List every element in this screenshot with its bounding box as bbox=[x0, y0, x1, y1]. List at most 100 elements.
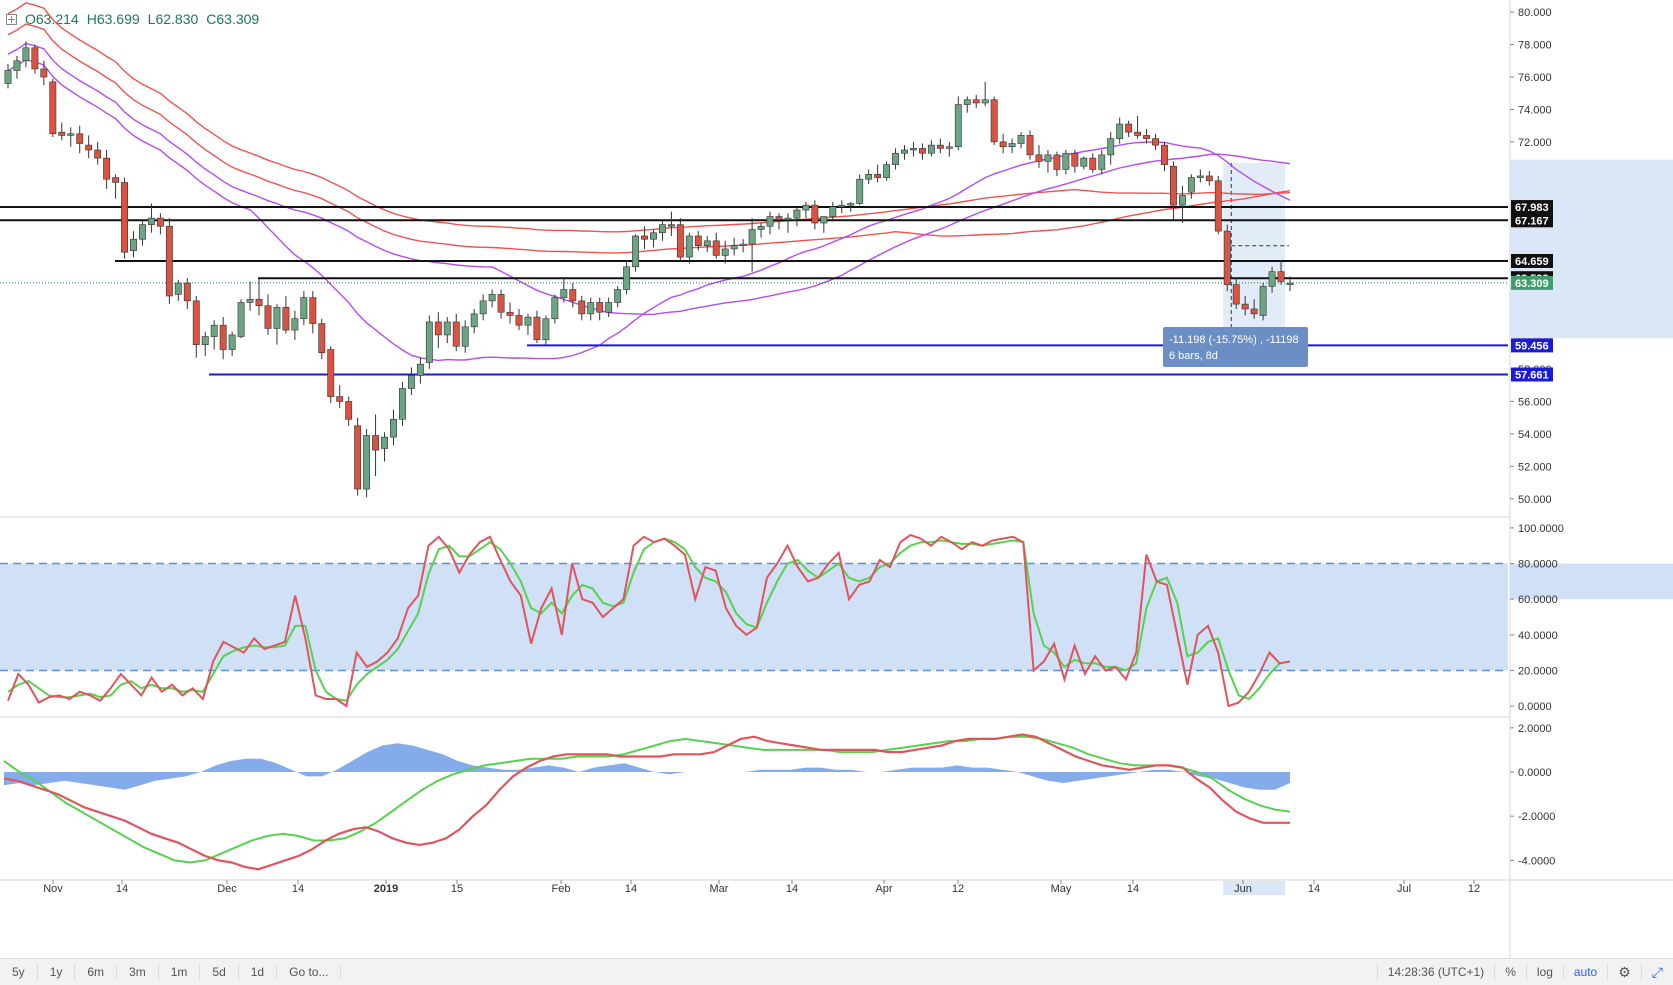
time-tick-label: 2019 bbox=[374, 883, 398, 895]
candle-body bbox=[775, 216, 783, 221]
timeframe-5d[interactable]: 5d bbox=[200, 964, 239, 980]
candle-body bbox=[569, 289, 577, 302]
candle-body bbox=[192, 300, 200, 345]
candle-body bbox=[945, 146, 953, 149]
gear-icon[interactable]: ⚙ bbox=[1607, 964, 1641, 980]
candle-body bbox=[1026, 135, 1034, 156]
candle-body bbox=[533, 316, 541, 341]
candle-body bbox=[291, 318, 299, 331]
level-label-bg bbox=[1511, 200, 1553, 215]
candle-body bbox=[1205, 175, 1213, 182]
candle-body bbox=[1232, 284, 1240, 305]
candle-body bbox=[4, 70, 12, 84]
osc-tick-label: 100.0000 bbox=[1518, 523, 1564, 535]
time-tick-label: 14 bbox=[292, 883, 304, 895]
candle-body bbox=[739, 243, 747, 247]
price-tick-label: 50.000 bbox=[1518, 494, 1552, 506]
candle-body bbox=[300, 297, 308, 320]
percent-toggle[interactable]: % bbox=[1494, 964, 1526, 980]
candle-body bbox=[228, 334, 236, 350]
candle-body bbox=[1080, 157, 1088, 167]
level-label: 63.309 bbox=[1515, 278, 1549, 290]
candle-body bbox=[1017, 135, 1025, 144]
candle-body bbox=[31, 47, 39, 70]
candle-body bbox=[632, 235, 639, 268]
candle-body bbox=[757, 225, 765, 230]
timeframe-3m[interactable]: 3m bbox=[117, 964, 159, 980]
candle-body bbox=[542, 318, 550, 341]
candle-body bbox=[381, 436, 388, 449]
candle-body bbox=[748, 229, 756, 245]
osc-tick-label: 40.0000 bbox=[1518, 630, 1558, 642]
measure-line2: 6 bars, 8d bbox=[1169, 350, 1218, 362]
price-tick-label: 74.000 bbox=[1518, 104, 1552, 116]
macd-tick-label: 0.0000 bbox=[1518, 767, 1552, 779]
macd-histogram bbox=[4, 743, 1290, 790]
candle-body bbox=[578, 300, 586, 315]
oscillator-axis-band bbox=[1510, 563, 1673, 600]
time-tick-label: Mar bbox=[710, 883, 729, 895]
candle-body bbox=[641, 235, 648, 240]
candle-body bbox=[1143, 135, 1150, 139]
price-tick-label: 56.000 bbox=[1518, 396, 1552, 408]
log-toggle[interactable]: log bbox=[1525, 964, 1563, 980]
level-label-bg bbox=[1511, 253, 1553, 268]
moving-average-1 bbox=[7, 2, 1291, 233]
candle-body bbox=[1161, 144, 1168, 165]
timeframe-5y[interactable]: 5y bbox=[0, 964, 38, 980]
candle-body bbox=[1259, 285, 1267, 316]
auto-toggle[interactable]: auto bbox=[1562, 964, 1607, 980]
candle-body bbox=[865, 174, 873, 180]
measure-time-band bbox=[1223, 881, 1286, 895]
level-label-bg bbox=[1511, 213, 1553, 228]
candle-body bbox=[219, 324, 227, 350]
price-tick-label: 78.000 bbox=[1518, 40, 1552, 52]
candle-body bbox=[1116, 123, 1124, 139]
candle-body bbox=[399, 388, 406, 420]
candle-body bbox=[130, 238, 137, 251]
candle-body bbox=[506, 311, 514, 316]
candle-body bbox=[165, 225, 173, 297]
timeframe-6m[interactable]: 6m bbox=[75, 964, 118, 980]
timeframe-goto[interactable]: Go to... bbox=[277, 964, 342, 980]
chart-canvas[interactable]: 80.00078.00076.00074.00072.00070.00068.0… bbox=[0, 0, 1673, 958]
candle-body bbox=[1268, 271, 1276, 287]
osc-tick-label: 80.0000 bbox=[1518, 559, 1558, 571]
candle-body bbox=[49, 81, 57, 135]
candle-body bbox=[892, 152, 899, 165]
plus-icon[interactable] bbox=[6, 13, 17, 25]
candle-body bbox=[1053, 154, 1061, 170]
time-tick-label: Jun bbox=[1234, 883, 1252, 895]
candle-body bbox=[354, 425, 362, 490]
timeframe-1d[interactable]: 1d bbox=[239, 964, 278, 980]
candle-body bbox=[605, 302, 613, 313]
timeframe-1y[interactable]: 1y bbox=[38, 964, 76, 980]
measure-tooltip bbox=[1163, 327, 1308, 367]
candle-body bbox=[990, 99, 998, 143]
osc-tick-label: 60.0000 bbox=[1518, 594, 1558, 606]
timeframe-1m[interactable]: 1m bbox=[159, 964, 201, 980]
candle-body bbox=[1134, 131, 1142, 136]
time-tick-label: 14 bbox=[1127, 883, 1139, 895]
candle-body bbox=[721, 248, 729, 256]
candle-body bbox=[936, 144, 944, 149]
candle-body bbox=[1071, 152, 1079, 167]
candle-body bbox=[927, 144, 935, 154]
time-tick-label: May bbox=[1051, 883, 1072, 895]
candle-body bbox=[910, 148, 917, 151]
price-tick-label: 72.000 bbox=[1518, 137, 1552, 149]
expand-icon[interactable]: ⤢ bbox=[1640, 964, 1673, 980]
macd-signal-line bbox=[3, 735, 1291, 864]
candle-body bbox=[981, 99, 989, 104]
candle-body bbox=[524, 316, 532, 326]
measure-line1: -11.198 (-15.75%) , -11198 bbox=[1169, 334, 1299, 346]
candle-body bbox=[425, 321, 433, 363]
candle-body bbox=[309, 297, 317, 324]
candle-body bbox=[820, 216, 828, 224]
candle-body bbox=[443, 321, 451, 336]
candle-body bbox=[766, 216, 774, 227]
candle-body bbox=[390, 418, 397, 438]
candle-body bbox=[452, 321, 460, 347]
candle-body bbox=[1196, 175, 1204, 178]
candle-body bbox=[336, 396, 344, 402]
